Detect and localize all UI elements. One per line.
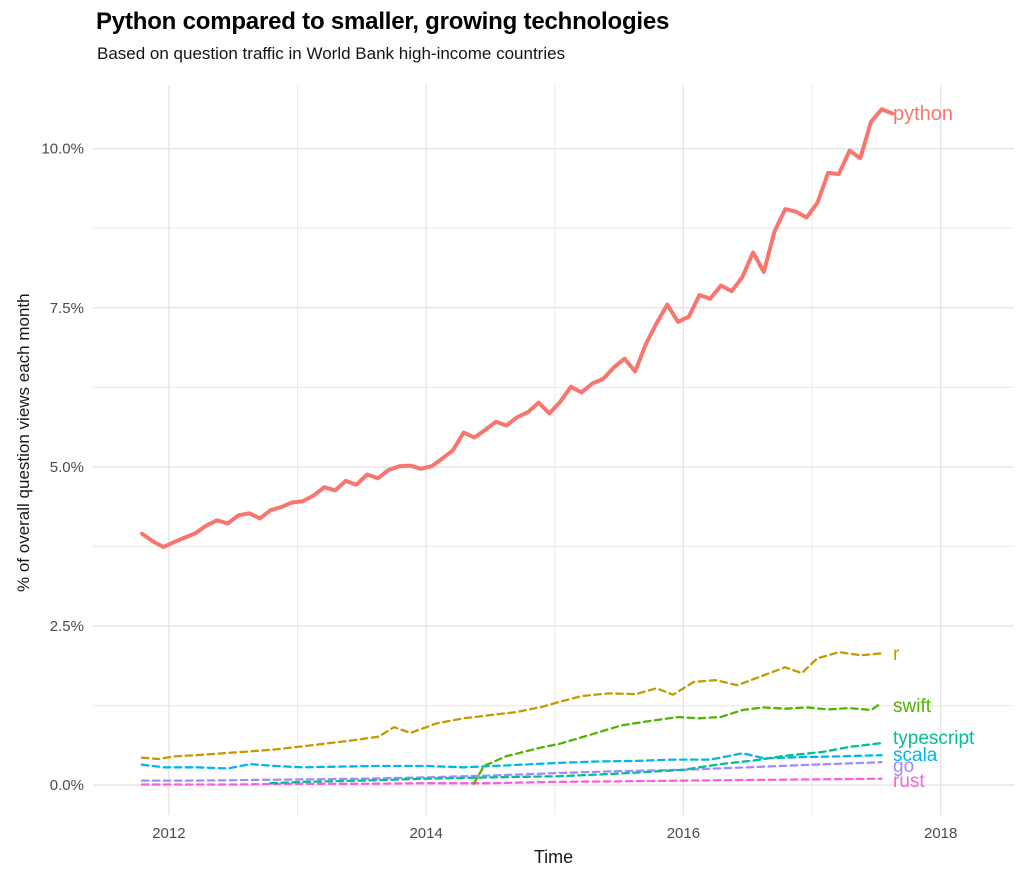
y-tick-label: 10.0% bbox=[41, 141, 84, 158]
series-label-rust: rust bbox=[893, 770, 925, 792]
x-tick-label: 2012 bbox=[152, 825, 185, 842]
series-label-r: r bbox=[893, 644, 900, 666]
chart-subtitle: Based on question traffic in World Bank … bbox=[97, 44, 566, 63]
y-tick-label: 2.5% bbox=[50, 618, 84, 635]
r-line bbox=[140, 650, 883, 761]
x-tick-label: 2014 bbox=[409, 825, 442, 842]
x-tick-label: 2016 bbox=[667, 825, 700, 842]
x-axis-title: Time bbox=[533, 847, 574, 867]
y-axis-title: % of overall question views each month bbox=[14, 293, 33, 592]
python-line bbox=[140, 107, 895, 550]
series-label-go: go bbox=[893, 756, 915, 778]
series-label-scala: scala bbox=[893, 745, 938, 767]
y-tick-label: 5.0% bbox=[50, 459, 84, 476]
chart-title: Python compared to smaller, growing tech… bbox=[96, 8, 670, 35]
swift-line bbox=[472, 701, 883, 785]
go-line bbox=[140, 761, 883, 782]
y-tick-label: 7.5% bbox=[50, 300, 84, 317]
y-tick-label: 0.0% bbox=[50, 777, 84, 794]
typescript-line bbox=[269, 741, 883, 785]
x-tick-label: 2018 bbox=[924, 825, 957, 842]
series-label-python: python bbox=[893, 102, 954, 125]
series-label-typescript: typescript bbox=[893, 728, 975, 750]
rust-line bbox=[140, 777, 883, 786]
series-label-swift: swift bbox=[893, 695, 931, 717]
